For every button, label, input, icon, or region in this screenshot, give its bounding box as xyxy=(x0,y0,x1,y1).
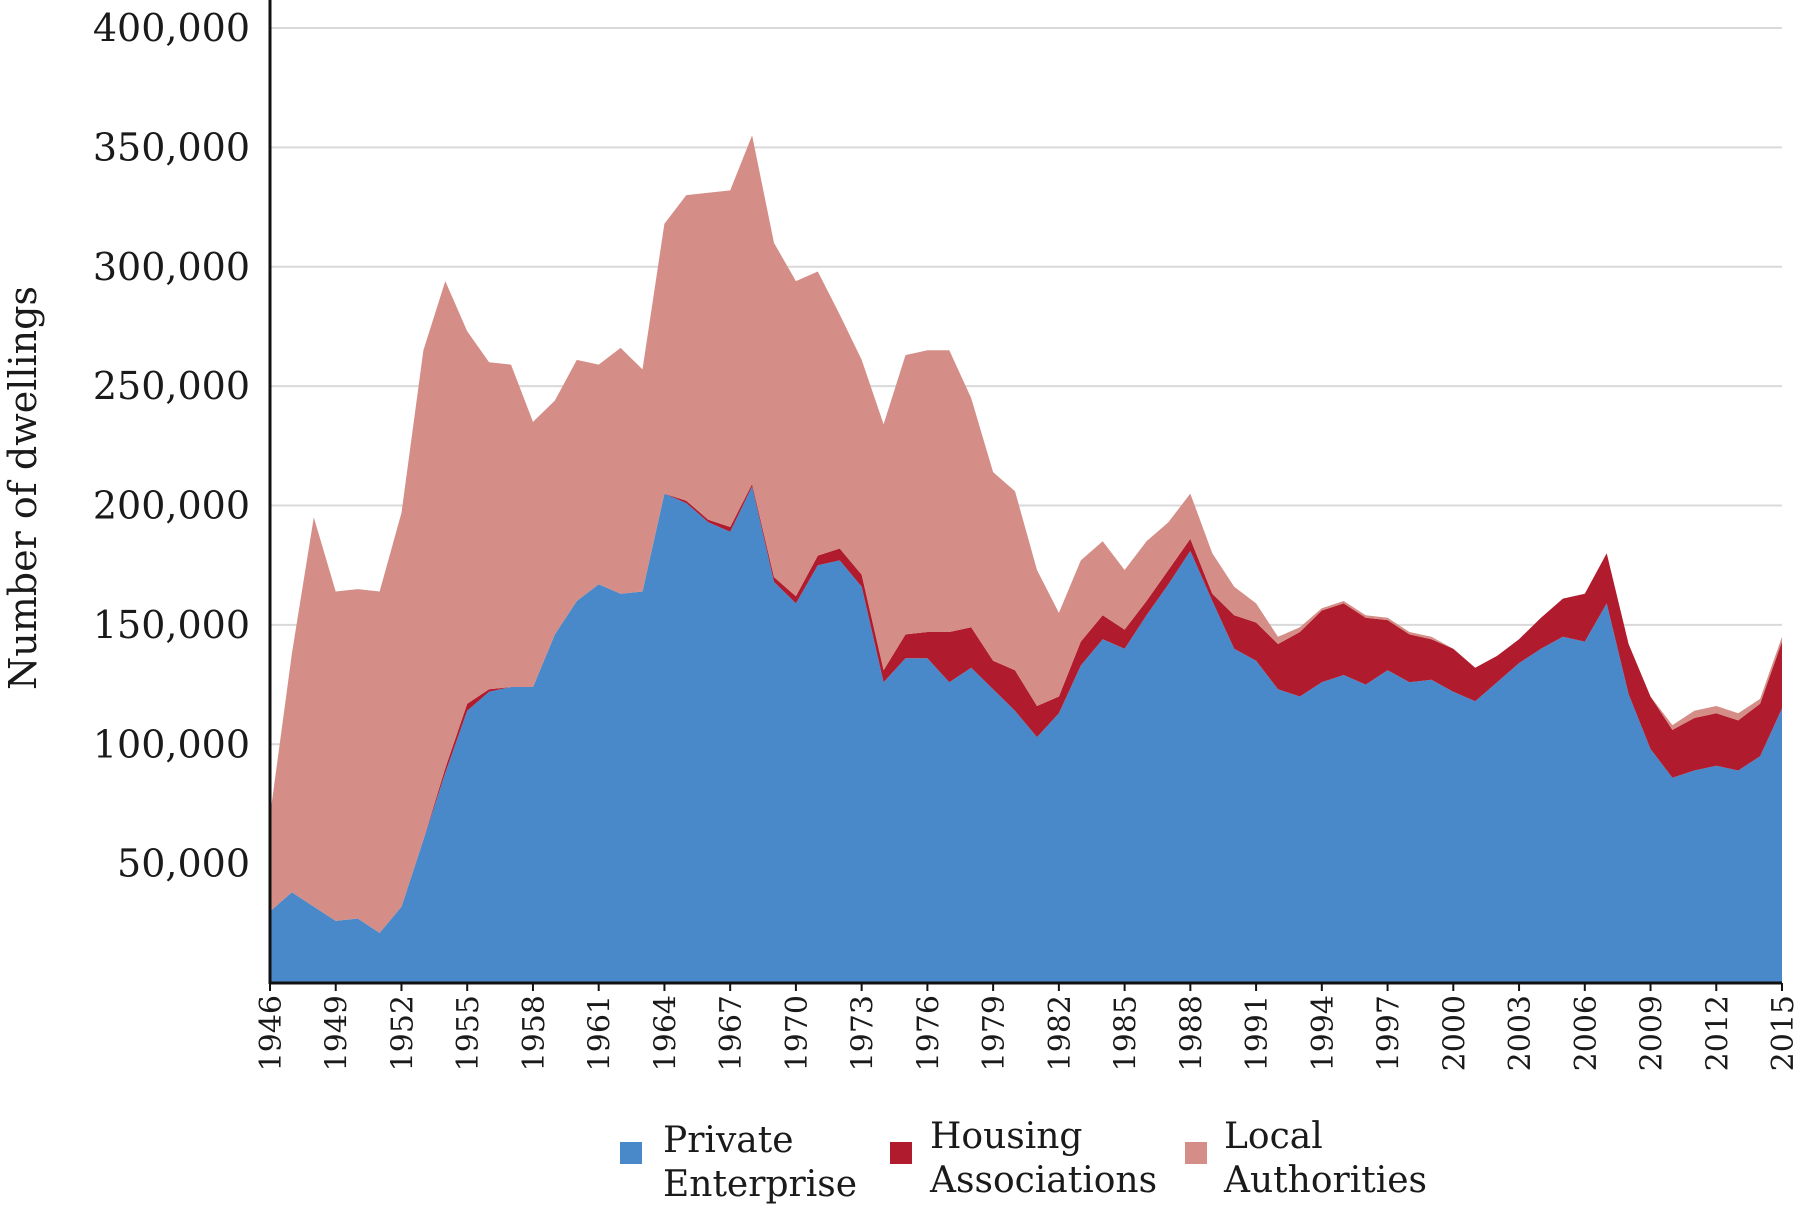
x-tick-label: 1985 xyxy=(1109,995,1144,1071)
legend-label-private-line1: Private xyxy=(663,1120,794,1161)
area-housing-associations xyxy=(270,484,1782,933)
legend-swatch-housing xyxy=(890,1142,912,1164)
area-private-enterprise xyxy=(270,486,1782,983)
x-tick-label: 1997 xyxy=(1372,995,1407,1071)
x-tick-label: 1991 xyxy=(1240,995,1275,1071)
y-tick-label: 150,000 xyxy=(93,603,250,647)
x-tick-label: 1976 xyxy=(911,995,946,1071)
legend-label-local-line2: Authorities xyxy=(1223,1160,1427,1201)
x-tick-label: 1949 xyxy=(320,995,355,1071)
y-tick-label: 50,000 xyxy=(117,842,250,886)
y-tick-label: 350,000 xyxy=(93,125,250,169)
x-tick-label: 2006 xyxy=(1569,995,1604,1071)
x-tick-label: 1994 xyxy=(1306,995,1341,1071)
legend: Private Enterprise Housing Associations … xyxy=(620,1116,1427,1205)
x-tick-label: 2009 xyxy=(1635,995,1670,1071)
x-tick-labels: 1946 1949 1952 1955 1958 1961 1964 1967 1970 1973… xyxy=(254,983,1800,1071)
legend-label-local-line1: Local xyxy=(1224,1116,1323,1157)
y-axis-title: Number of dwellings xyxy=(1,286,45,690)
x-tick-label: 1955 xyxy=(451,995,486,1071)
legend-label-housing-line1: Housing xyxy=(930,1116,1082,1157)
x-tick-label: 1988 xyxy=(1174,995,1209,1071)
y-tick-label: 300,000 xyxy=(93,245,250,289)
x-tick-label: 1961 xyxy=(583,995,618,1071)
area-local-authorities xyxy=(270,135,1782,933)
x-tick-label: 1979 xyxy=(977,995,1012,1071)
x-tick-label: 2000 xyxy=(1437,995,1472,1071)
x-tick-label: 1946 xyxy=(254,995,289,1071)
x-tick-label: 1964 xyxy=(648,995,683,1071)
axes xyxy=(268,0,1782,985)
x-tick-label: 1958 xyxy=(517,995,552,1071)
x-tick-label: 1967 xyxy=(714,995,749,1071)
x-tick-label: 1982 xyxy=(1043,995,1078,1071)
x-tick-label: 2012 xyxy=(1700,995,1735,1071)
y-tick-label: 400,000 xyxy=(93,6,250,50)
legend-label-private-line2: Enterprise xyxy=(663,1164,857,1205)
y-tick-labels: 50,000 100,000 150,000 200,000 250,000 300,00… xyxy=(93,6,250,886)
legend-label-housing-line2: Associations xyxy=(929,1160,1157,1201)
y-tick-label: 100,000 xyxy=(93,722,250,766)
x-tick-label: 2003 xyxy=(1503,995,1538,1071)
legend-swatch-local xyxy=(1185,1142,1207,1164)
y-tick-label: 200,000 xyxy=(93,484,250,528)
legend-swatch-private xyxy=(620,1142,642,1164)
y-tick-label: 250,000 xyxy=(93,364,250,408)
x-tick-label: 2015 xyxy=(1766,995,1800,1071)
x-tick-label: 1973 xyxy=(846,995,881,1071)
stacked-areas xyxy=(270,135,1782,983)
x-tick-label: 1952 xyxy=(385,995,420,1071)
x-tick-label: 1970 xyxy=(780,995,815,1071)
